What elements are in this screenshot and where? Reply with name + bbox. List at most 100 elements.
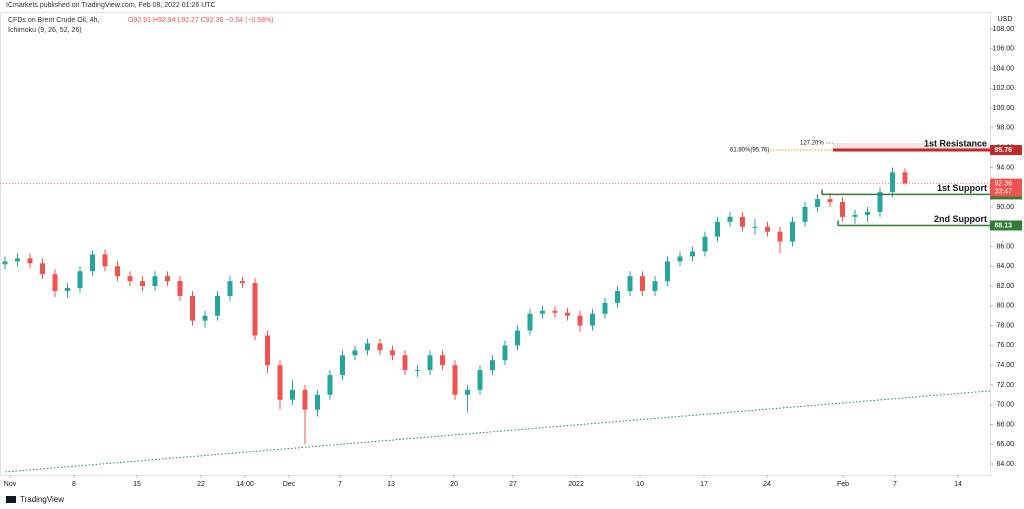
fib-label: 61.80%(95.76) bbox=[730, 148, 769, 154]
candle-body bbox=[240, 281, 245, 284]
candle-body bbox=[577, 315, 583, 326]
candle-body bbox=[652, 281, 658, 292]
brand: TradingView bbox=[20, 495, 64, 504]
level-axis-label: 88.13 bbox=[994, 222, 1012, 229]
candle-body bbox=[202, 315, 208, 321]
x-tick-label: 14 bbox=[954, 481, 962, 488]
candle-body bbox=[540, 310, 545, 314]
candle-body bbox=[627, 276, 633, 292]
y-tick-label: 90.00 bbox=[996, 204, 1014, 211]
level-label: 2nd Support bbox=[934, 214, 987, 224]
y-tick-label: 78.00 bbox=[996, 322, 1014, 329]
y-tick-label: 84.00 bbox=[996, 263, 1014, 270]
x-tick-label: Dec bbox=[283, 481, 296, 488]
candle-body bbox=[690, 251, 695, 257]
candle-body bbox=[302, 389, 308, 410]
x-tick-label: 24 bbox=[763, 481, 771, 488]
candle-body bbox=[27, 258, 33, 264]
candle-body bbox=[402, 355, 408, 371]
candle-body bbox=[490, 360, 495, 371]
candle-body bbox=[77, 271, 83, 289]
candle-body bbox=[465, 389, 470, 395]
candle-body bbox=[515, 330, 520, 346]
fib-label: 127.20% bbox=[800, 141, 824, 147]
y-tick-label: 64.00 bbox=[996, 461, 1014, 468]
y-tick-label: 72.00 bbox=[996, 382, 1014, 389]
candle-body bbox=[265, 335, 270, 366]
candle-body bbox=[527, 313, 533, 331]
candle-body bbox=[665, 261, 670, 282]
candle-body bbox=[127, 276, 133, 282]
x-tick-label: 7 bbox=[338, 481, 342, 488]
candle-body bbox=[777, 231, 783, 242]
candle-body bbox=[727, 216, 733, 222]
candle-body bbox=[377, 343, 383, 351]
candle-body bbox=[752, 226, 758, 228]
candle-body bbox=[40, 263, 45, 275]
y-tick-label: 66.00 bbox=[996, 441, 1014, 448]
candle-body bbox=[440, 355, 445, 366]
candle-body bbox=[327, 375, 333, 395]
level-axis-label: 95.76 bbox=[994, 147, 1012, 154]
y-tick-label: 108.00 bbox=[993, 26, 1015, 33]
x-tick-label: 27 bbox=[509, 481, 517, 488]
y-tick-label: 102.00 bbox=[993, 85, 1015, 92]
published: ICmarkets published on TradingView.com, … bbox=[6, 2, 216, 9]
candle-body bbox=[815, 199, 820, 207]
candle-body bbox=[477, 370, 483, 390]
x-tick-label: Feb bbox=[837, 481, 849, 488]
candle-body bbox=[852, 214, 858, 217]
x-tick-label: 7 bbox=[893, 481, 897, 488]
y-tick-label: 76.00 bbox=[996, 342, 1014, 349]
candle-body bbox=[677, 256, 683, 262]
candle-body bbox=[715, 221, 720, 237]
candle-body bbox=[765, 226, 770, 232]
candle-body bbox=[865, 211, 870, 215]
candle-body bbox=[452, 365, 458, 395]
candle-body bbox=[427, 355, 433, 371]
trendline bbox=[4, 390, 991, 473]
candle-body bbox=[52, 274, 58, 292]
candle-body bbox=[740, 216, 745, 227]
candle-body bbox=[840, 202, 845, 217]
last-price-label: 92.36 bbox=[994, 180, 1012, 187]
symbol: CFDs on Brent Crude Oil, 4h, bbox=[8, 17, 99, 24]
candle-body bbox=[602, 302, 608, 314]
candle-body bbox=[790, 221, 795, 242]
candle-body bbox=[152, 276, 158, 287]
brand-logo bbox=[6, 496, 16, 503]
candle-body bbox=[390, 350, 395, 356]
plot-frame bbox=[0, 12, 991, 476]
candle-body bbox=[15, 258, 20, 262]
y-tick-label: 104.00 bbox=[993, 65, 1015, 72]
candle-body bbox=[502, 345, 508, 361]
x-tick-label: 8 bbox=[72, 481, 76, 488]
indicator: Ichimoku (9, 26, 52, 26) bbox=[8, 27, 82, 34]
y-tick-label: 86.00 bbox=[996, 243, 1014, 250]
x-tick-label: Nov bbox=[4, 481, 17, 488]
candle-body bbox=[352, 350, 358, 356]
candle-body bbox=[565, 312, 570, 316]
candle-body bbox=[590, 313, 595, 326]
resistance-zone bbox=[833, 143, 990, 151]
y-tick-label: 106.00 bbox=[993, 46, 1015, 53]
level-label: 1st Support bbox=[937, 183, 987, 193]
candle-body bbox=[215, 295, 220, 316]
y-tick-label: 100.00 bbox=[993, 105, 1015, 112]
y-tick-label: 98.00 bbox=[996, 125, 1014, 132]
candle-body bbox=[115, 266, 120, 277]
candle-body bbox=[552, 310, 558, 313]
candle-body bbox=[802, 206, 808, 222]
y-tick-label: 94.00 bbox=[996, 164, 1014, 171]
x-tick-label: 17 bbox=[700, 481, 708, 488]
candle-body bbox=[615, 291, 620, 303]
candle-body bbox=[902, 172, 908, 184]
last-price-box bbox=[990, 178, 1022, 197]
candle-body bbox=[177, 281, 183, 296]
candle-body bbox=[415, 370, 420, 372]
candle-body bbox=[340, 355, 345, 376]
candle-body bbox=[65, 288, 70, 292]
candle-body bbox=[877, 192, 883, 212]
level-axis-box bbox=[990, 220, 1022, 231]
